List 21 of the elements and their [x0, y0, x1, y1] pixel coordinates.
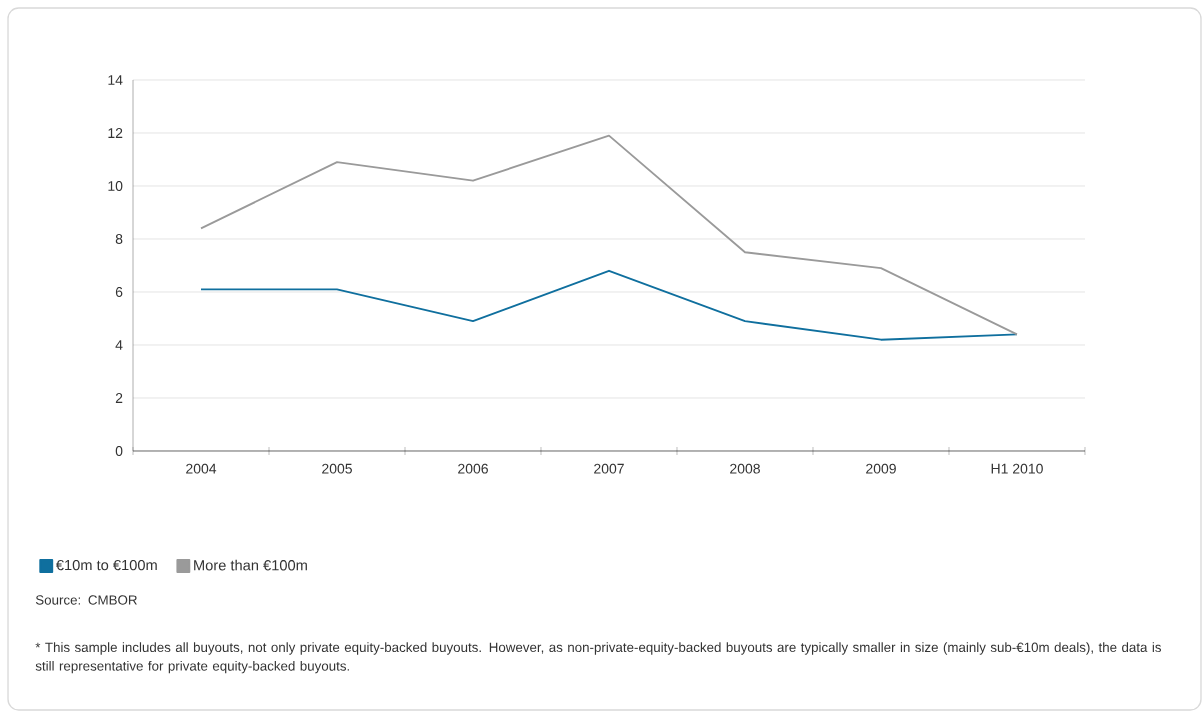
y-tick-label: 6	[115, 287, 123, 297]
y-tick-label: 12	[108, 128, 123, 138]
x-tick-label: 2007	[594, 463, 624, 474]
source-note: Source: CMBOR	[35, 595, 137, 605]
x-tick-label: 2005	[322, 463, 352, 474]
y-tick-label: 2	[115, 393, 123, 403]
line-series	[200, 134, 1018, 336]
x-tick-label: 2008	[730, 463, 760, 474]
legend-label: More than €100m	[194, 559, 307, 571]
y-tick-label: 0	[115, 446, 123, 456]
y-tick-label: 14	[108, 75, 123, 85]
x-tick-label: 2006	[458, 463, 488, 474]
y-tick-label: 8	[115, 234, 123, 244]
x-tick-label: H1 2010	[991, 463, 1043, 474]
x-tick-label: 2009	[866, 463, 896, 474]
legend-label: €10m to €100m	[55, 559, 157, 571]
line-series	[200, 269, 1018, 341]
text: * This sample includes all buyouts, not only private equity-backed buyouts. However, as non-private-equity-backed buyouts are typically smaller in size (mainly sub-€10m deals), the data is still representative for private equity-backed buyouts.	[35, 642, 1162, 674]
y-tick-label: 4	[115, 340, 123, 350]
x-tick-label: 2004	[186, 463, 217, 474]
y-tick-label: 10	[108, 181, 123, 191]
